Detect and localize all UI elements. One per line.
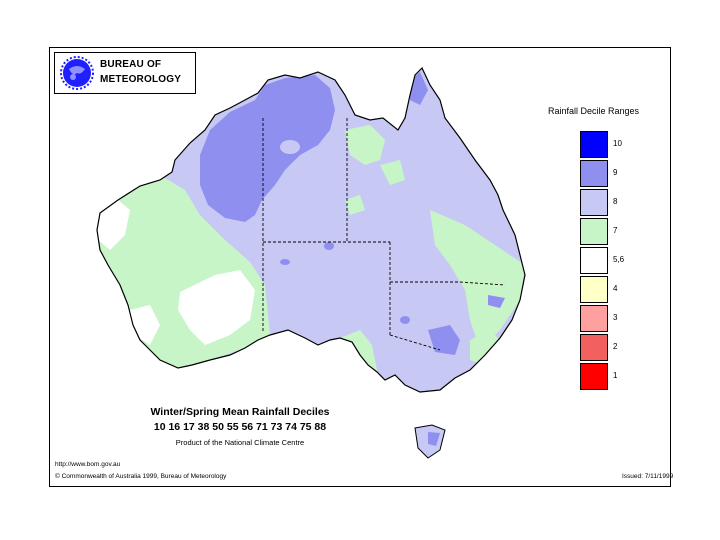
decile-9-spot-region <box>280 259 290 265</box>
footer-issued: Issued: 7/11/1999 <box>622 473 674 480</box>
legend-swatch <box>580 131 608 158</box>
legend-label: 4 <box>613 284 618 293</box>
decile-9-capeyork-region <box>410 72 428 105</box>
legend-swatch <box>580 189 608 216</box>
decile-7-central-region <box>345 195 365 215</box>
decile-56-west-region <box>97 200 130 250</box>
decile-7-east-region <box>430 210 525 350</box>
legend-swatch <box>580 160 608 187</box>
legend-swatch <box>580 334 608 361</box>
decile-8-island-region <box>280 140 300 154</box>
decile-9-nsw-region <box>428 325 460 355</box>
legend-label: 1 <box>613 371 618 380</box>
map-years: 10 16 17 38 50 55 56 71 73 74 75 88 <box>153 421 327 433</box>
bom-logo <box>54 52 196 94</box>
decile-7-nt-region <box>345 125 385 165</box>
legend-label: 3 <box>613 313 618 322</box>
legend-label: 10 <box>613 139 622 148</box>
footer-url[interactable]: http://www.bom.gov.au <box>55 461 121 468</box>
legend-swatch <box>580 305 608 332</box>
decile-9-spot-region <box>324 242 334 250</box>
legend-label: 9 <box>613 168 618 177</box>
legend-swatch <box>580 218 608 245</box>
legend-swatch <box>580 247 608 274</box>
legend-label: 2 <box>613 342 618 351</box>
state-borders <box>262 118 506 351</box>
decile-9-north-region <box>200 75 335 222</box>
decile-9-tasmania-region <box>428 432 440 446</box>
decile-7-gulf-region <box>380 160 405 185</box>
logo-line2: METEOROLOGY <box>100 74 182 85</box>
map-title: Winter/Spring Mean Rainfall Deciles <box>150 406 330 418</box>
decile-56-southwest-region <box>178 270 255 345</box>
logo-line1: BUREAU OF <box>100 59 162 70</box>
coastline-outline <box>96 66 526 393</box>
legend-swatch <box>580 276 608 303</box>
decile-9-spot-region <box>400 316 410 324</box>
bom-globe-icon <box>60 56 94 90</box>
legend-title: Rainfall Decile Ranges <box>548 106 640 116</box>
legend-swatch <box>580 363 608 390</box>
legend-label: 5,6 <box>613 255 625 264</box>
map-product: Product of the National Climate Centre <box>175 438 305 447</box>
footer-copyright: © Commonwealth of Australia 1999, Bureau… <box>55 473 227 480</box>
decile-7-southeast-region <box>470 330 505 365</box>
legend-label: 7 <box>613 226 618 235</box>
decile-9-coast-region <box>488 295 505 308</box>
legend-label: 8 <box>613 197 618 206</box>
